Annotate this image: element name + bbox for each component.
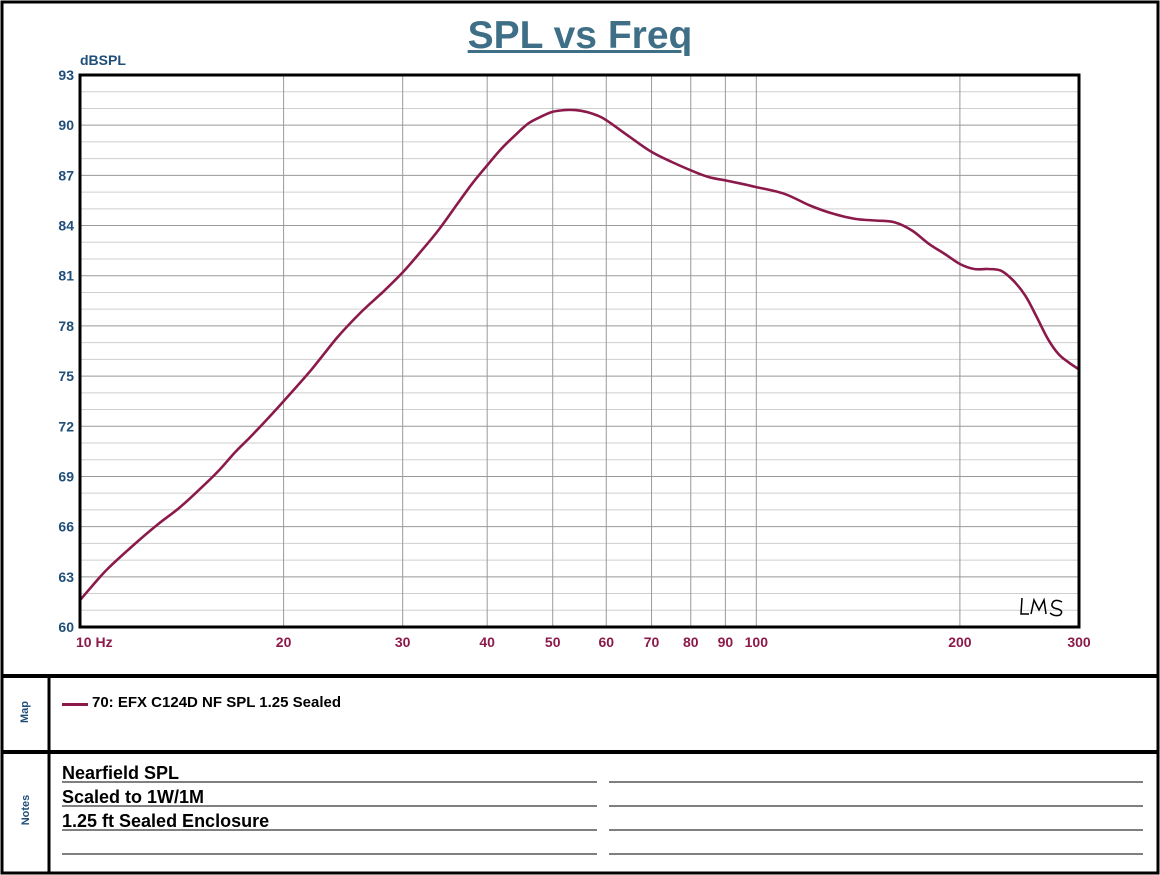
notes-rules [62, 781, 1143, 855]
chart-title: SPL vs Freq [467, 14, 693, 57]
x-tick-labels: 10 Hz 20 30 40 50 60 70 80 90 100 200 300 [76, 634, 1091, 650]
y-tick-label: 75 [58, 368, 74, 384]
y-tick-label: 84 [58, 218, 74, 234]
x-tick-label: 20 [276, 634, 292, 650]
y-tick-label: 66 [58, 519, 74, 535]
note-line-1: Nearfield SPL [62, 763, 180, 783]
series-layer [78, 108, 1081, 602]
series-line [78, 108, 1081, 602]
note-line-2: Scaled to 1W/1M [62, 787, 205, 807]
x-tick-label: 10 Hz [76, 634, 113, 650]
legend-swatch [62, 703, 88, 706]
y-tick-label: 60 [58, 619, 74, 635]
x-tick-label: 200 [948, 634, 972, 650]
map-section-label: Map [19, 701, 31, 723]
x-tick-label: 80 [683, 634, 699, 650]
x-tick-label: 100 [745, 634, 769, 650]
y-tick-label: 72 [58, 418, 74, 434]
y-tick-label: 93 [58, 67, 74, 83]
y-tick-label: 87 [58, 167, 74, 183]
notes-section-label: Notes [20, 794, 32, 826]
y-tick-label: 63 [58, 569, 74, 585]
x-tick-label: 40 [479, 634, 495, 650]
y-tick-label: 90 [58, 117, 74, 133]
y-axis-label: dBSPL [80, 52, 126, 68]
x-tick-label: 300 [1067, 634, 1091, 650]
x-tick-label: 90 [718, 634, 734, 650]
x-tick-label: 50 [545, 634, 561, 650]
lms-watermark [1020, 597, 1063, 617]
y-tick-label: 78 [58, 318, 74, 334]
y-tick-label: 81 [58, 268, 74, 284]
y-tick-label: 69 [58, 468, 74, 484]
plot-border [78, 73, 1081, 629]
plot-grid [80, 74, 1079, 628]
x-tick-label: 60 [598, 634, 614, 650]
note-line-3: 1.25 ft Sealed Enclosure [62, 811, 270, 831]
x-tick-label: 30 [395, 634, 411, 650]
y-tick-labels: 60 63 66 69 72 75 78 81 84 87 90 93 [58, 67, 74, 635]
legend-entry: 70: EFX C124D NF SPL 1.25 Sealed [92, 694, 342, 711]
x-tick-label: 70 [644, 634, 660, 650]
